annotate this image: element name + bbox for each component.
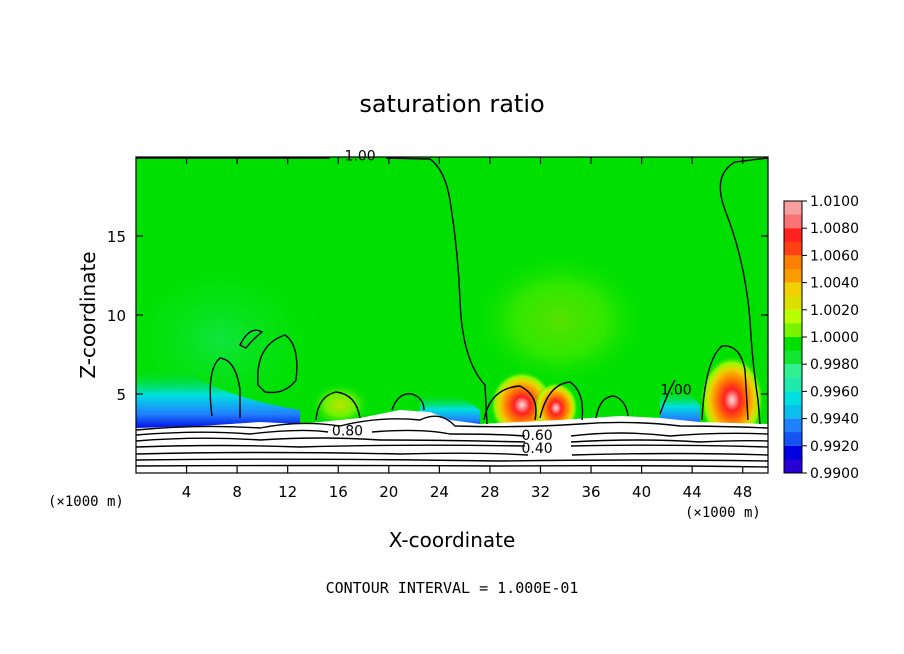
- x-tick-label: 36: [581, 483, 600, 501]
- contour-line-blob-2: [257, 334, 298, 394]
- colorbar-swatch: [784, 418, 802, 446]
- contour-interval-note: CONTOUR INTERVAL = 1.000E-01: [326, 579, 579, 597]
- contour-line-1.00-mid: [659, 379, 676, 415]
- colorbar-swatch-blend: [784, 241, 802, 256]
- colorbar-label: 0.9940: [810, 412, 859, 428]
- colorbar-swatch: [784, 309, 802, 337]
- contour-label: 1.00: [661, 382, 692, 398]
- contour-line-blob-3: [209, 357, 241, 418]
- x-axis-label: X-coordinate: [389, 528, 516, 552]
- contour-line-0.90: [136, 415, 768, 431]
- colorbar-label: 1.0040: [810, 276, 859, 292]
- colorbar-swatch: [784, 364, 802, 392]
- x-tick-label: 32: [531, 483, 550, 501]
- colorbar-swatch-blend: [784, 214, 802, 229]
- field-yellow-upper: [470, 250, 650, 390]
- colorbar-swatch-blend: [784, 323, 802, 337]
- contour-line-0.40: [136, 458, 768, 462]
- x-tick-label: 16: [329, 483, 348, 501]
- contour-line-0.80: [136, 429, 768, 437]
- colorbar-swatch: [784, 201, 802, 229]
- x-tick-label: 28: [480, 483, 499, 501]
- x-tick-label: 8: [232, 483, 242, 501]
- contour-line-blob-7: [595, 395, 629, 419]
- field-subcloud: [136, 410, 768, 473]
- contour-label: 0.60: [522, 428, 553, 444]
- colorbar-swatch-blend: [784, 405, 802, 419]
- x-unit-left: (×1000 m): [48, 494, 124, 510]
- colorbar-swatch: [784, 445, 802, 473]
- x-tick-label: 20: [379, 483, 398, 501]
- colorbar-label: 0.9920: [810, 439, 859, 455]
- contour-line-1.00-right: [719, 157, 768, 425]
- colorbar-label: 1.0100: [810, 194, 859, 210]
- colorbar-label: 0.9960: [810, 384, 859, 400]
- colorbar-swatch: [784, 391, 802, 419]
- x-tick-label: 40: [632, 483, 651, 501]
- y-axis-label: Z-coordinate: [76, 251, 100, 378]
- y-axis: 5 10 15: [107, 228, 768, 404]
- contour-line-0.60: [136, 444, 768, 448]
- contour-line-0.30: [136, 464, 768, 468]
- contour-line-blob-4: [315, 391, 361, 421]
- colorbar-swatch: [784, 337, 802, 365]
- contour-label: 0.80: [332, 424, 363, 440]
- y-tick-label: 15: [107, 228, 126, 246]
- x-tick-label: 44: [683, 483, 702, 501]
- contour-labels: 1.001.000.80 0.600.40: [332, 149, 692, 457]
- colorbar-label: 1.0000: [810, 330, 859, 346]
- contour-lines: [136, 157, 768, 468]
- x-tick-label: 4: [182, 483, 192, 501]
- field-blue-left: [136, 366, 300, 430]
- contour-field: [136, 157, 768, 473]
- contour-line-0.50: [136, 451, 768, 456]
- colorbar-swatch: [784, 282, 802, 310]
- contour-line-blob-6: [483, 381, 584, 421]
- contour-line-blob-8: [701, 345, 749, 421]
- colorbar-swatch-blend: [784, 377, 802, 392]
- colorbar-swatch-blend: [784, 296, 802, 310]
- contour-line-blob-1: [239, 329, 264, 349]
- x-unit-right: (×1000 m): [685, 505, 761, 521]
- contour-line-blob-5: [391, 393, 425, 411]
- x-tick-label: 24: [430, 483, 449, 501]
- contour-line-1.00-top: [136, 157, 488, 425]
- colorbar-label: 0.9900: [810, 466, 859, 482]
- y-tick-label: 10: [107, 307, 126, 325]
- x-tick-label: 12: [278, 483, 297, 501]
- field-yellow-core: [310, 383, 370, 427]
- colorbar-label: 1.0060: [810, 248, 859, 264]
- x-axis: 4 8 12 16 20 24 28 32 36 40 44 48: [182, 157, 752, 501]
- colorbar-label: 1.0020: [810, 303, 859, 319]
- colorbar-swatch-blend: [784, 269, 802, 283]
- y-tick-label: 5: [116, 386, 126, 404]
- colorbar-label: 0.9980: [810, 357, 859, 373]
- colorbar-label: 1.0080: [810, 221, 859, 237]
- colorbar-swatch-blend: [784, 459, 802, 473]
- colorbar-swatch-blend: [784, 350, 802, 365]
- colorbar-swatch: [784, 228, 802, 256]
- colorbar-swatch-blend: [784, 432, 802, 446]
- field-red-core-3: [700, 356, 764, 444]
- x-tick-label: 48: [733, 483, 752, 501]
- chart-title: saturation ratio: [359, 90, 544, 118]
- colorbar: 1.0100 1.0080 1.0060 1.0040 1.0020 1.0000 0.99…: [783, 194, 859, 482]
- contour-line-0.70: [136, 437, 768, 443]
- colorbar-swatch: [784, 255, 802, 283]
- contour-label: 0.40: [522, 441, 553, 457]
